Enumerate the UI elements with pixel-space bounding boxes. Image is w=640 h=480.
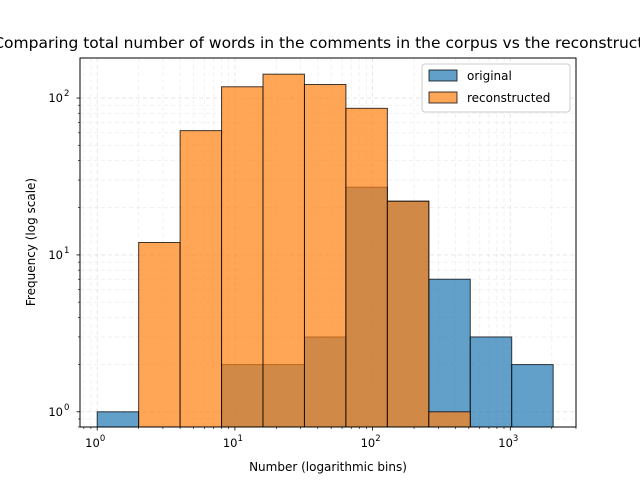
y-axis-label: Frequency (log scale) [24,178,38,306]
histogram-bars [96,73,554,428]
y-tick-exponent: 0 [64,403,69,413]
bar-reconstructed [138,242,181,428]
bar-reconstructed [262,73,305,428]
legend-label-reconstructed: reconstructed [467,91,550,105]
bar-original [511,364,554,428]
legend-label-original: original [467,69,512,83]
legend-swatch-reconstructed [428,91,458,104]
plot-frame [79,57,577,428]
y-tick-label: 10 [48,405,63,419]
bar-reconstructed [428,411,471,428]
bar-original [96,411,140,428]
x-axis-label: Number (logarithmic bins) [249,460,407,474]
x-tick-label: 100 [85,434,105,450]
bar-original [469,336,513,428]
bar-original [428,278,471,428]
bar-reconstructed [221,86,264,428]
legend-swatch-original [428,69,458,82]
bar-reconstructed [179,130,223,428]
legend: original reconstructed [421,63,571,113]
y-tick-label: 10 [48,91,63,105]
x-tick-label: 101 [223,434,243,450]
y-tick-exponent: 2 [64,89,69,99]
bar-reconstructed [303,83,347,428]
legend-frame [421,63,571,113]
chart-title: Comparing total number of words in the c… [0,34,640,52]
bar-reconstructed [386,200,430,428]
x-tick-label: 102 [361,434,381,450]
y-tick-exponent: 1 [64,246,69,256]
x-tick-label: 103 [498,434,518,450]
y-tick-label: 10 [48,248,63,262]
bar-reconstructed [345,107,388,428]
